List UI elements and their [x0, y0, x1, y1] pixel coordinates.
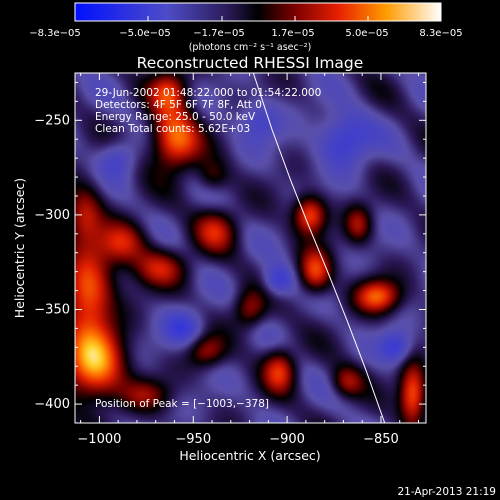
- y-tick-label: −400: [34, 397, 70, 412]
- colorbar-tick-label: −5.0e−05: [119, 28, 171, 39]
- colorbar-tick-label: 5.0e−05: [345, 28, 388, 39]
- y-tick-label: −350: [34, 302, 70, 317]
- colorbar-tick-label: 8.3e−05: [419, 28, 462, 39]
- colorbar-tick-label: 1.7e−05: [271, 28, 314, 39]
- colorbar-tick-label: −1.7e−05: [193, 28, 245, 39]
- energy-range-annotation: Energy Range: 25.0 - 50.0 keV: [95, 111, 256, 123]
- x-tick-label: −900: [269, 432, 305, 447]
- solar-limb-curve: [252, 73, 386, 423]
- observation-info: 29-Jun-2002 01:48:22.000 to 01:54:22.000…: [95, 87, 321, 135]
- time-range-annotation: 29-Jun-2002 01:48:22.000 to 01:54:22.000: [95, 87, 321, 99]
- heatmap-image: [75, 73, 426, 423]
- peak-position-annotation: Position of Peak = [−1003,−378]: [95, 398, 269, 410]
- y-axis-label: Heliocentric Y (arcsec): [12, 178, 27, 318]
- plot-frame: [74, 72, 427, 424]
- detectors-annotation: Detectors: 4F 5F 6F 7F 8F, Att 0: [95, 99, 262, 111]
- colorbar-ticks: [74, 16, 442, 21]
- colorbar: [75, 3, 441, 21]
- y-tick-labels: −250 −300 −350 −400: [34, 113, 70, 412]
- colorbar-tick-label: −8.3e−05: [29, 28, 81, 39]
- axis-ticks: [75, 73, 426, 423]
- chart-title: Reconstructed RHESSI Image: [137, 54, 364, 72]
- colorbar-tick-labels: −8.3e−05 −5.0e−05 −1.7e−05 1.7e−05 5.0e−…: [29, 28, 462, 39]
- x-tick-label: −1000: [77, 432, 121, 447]
- colorbar-unit-label: (photons cm⁻² s⁻¹ asec⁻²): [189, 42, 312, 53]
- x-tick-labels: −1000 −950 −900 −850: [77, 432, 398, 447]
- y-tick-label: −250: [34, 113, 70, 128]
- x-tick-label: −850: [363, 432, 399, 447]
- colorbar-frame: [74, 2, 442, 22]
- clean-counts-annotation: Clean Total counts: 5.62E+03: [95, 123, 250, 135]
- timestamp: 21-Apr-2013 21:19: [397, 486, 496, 498]
- x-axis-label: Heliocentric X (arcsec): [179, 448, 320, 463]
- x-tick-label: −950: [175, 432, 211, 447]
- y-tick-label: −300: [34, 208, 70, 223]
